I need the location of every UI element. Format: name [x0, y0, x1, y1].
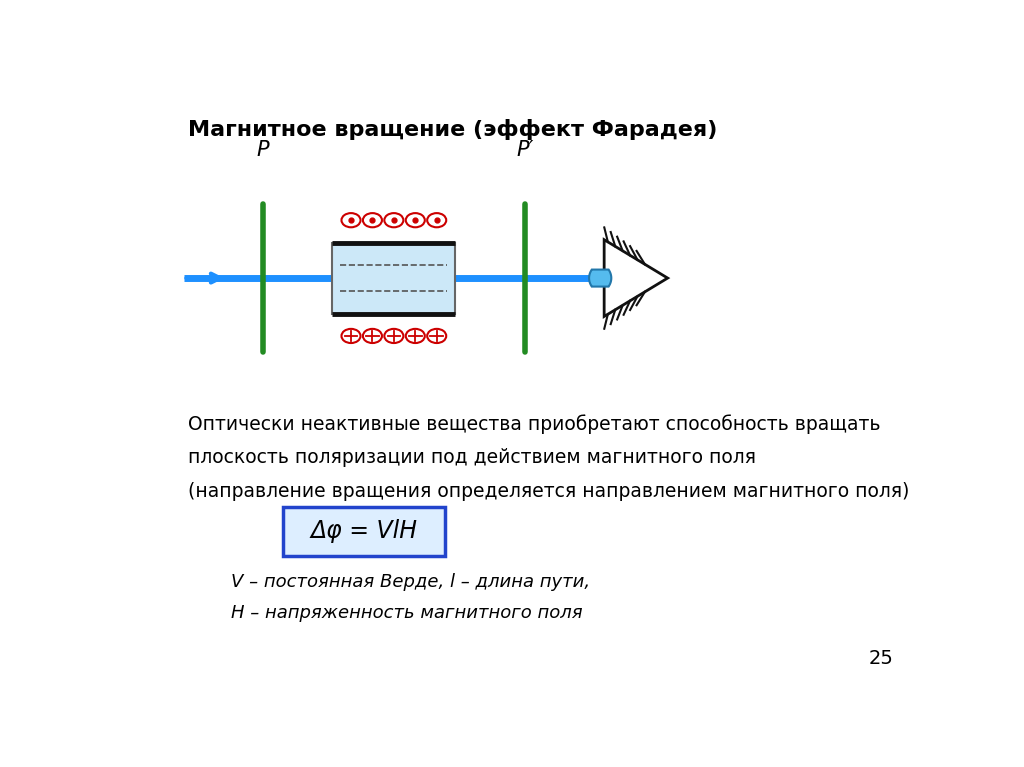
FancyBboxPatch shape: [333, 242, 456, 314]
FancyBboxPatch shape: [283, 507, 445, 555]
Text: плоскость поляризации под действием магнитного поля: плоскость поляризации под действием магн…: [187, 448, 756, 467]
Text: (направление вращения определяется направлением магнитного поля): (направление вращения определяется напра…: [187, 482, 909, 502]
Text: Δφ = VlH: Δφ = VlH: [310, 519, 418, 544]
Text: H – напряженность магнитного поля: H – напряженность магнитного поля: [231, 604, 583, 622]
Text: P′: P′: [516, 140, 534, 160]
Text: V – постоянная Верде, l – длина пути,: V – постоянная Верде, l – длина пути,: [231, 574, 590, 591]
Text: Оптически неактивные вещества приобретают способность вращать: Оптически неактивные вещества приобретаю…: [187, 414, 880, 433]
Text: P: P: [257, 140, 269, 160]
Text: 25: 25: [869, 649, 894, 668]
Polygon shape: [589, 269, 611, 287]
Text: Магнитное вращение (эффект Фарадея): Магнитное вращение (эффект Фарадея): [187, 119, 717, 140]
Polygon shape: [604, 239, 668, 317]
